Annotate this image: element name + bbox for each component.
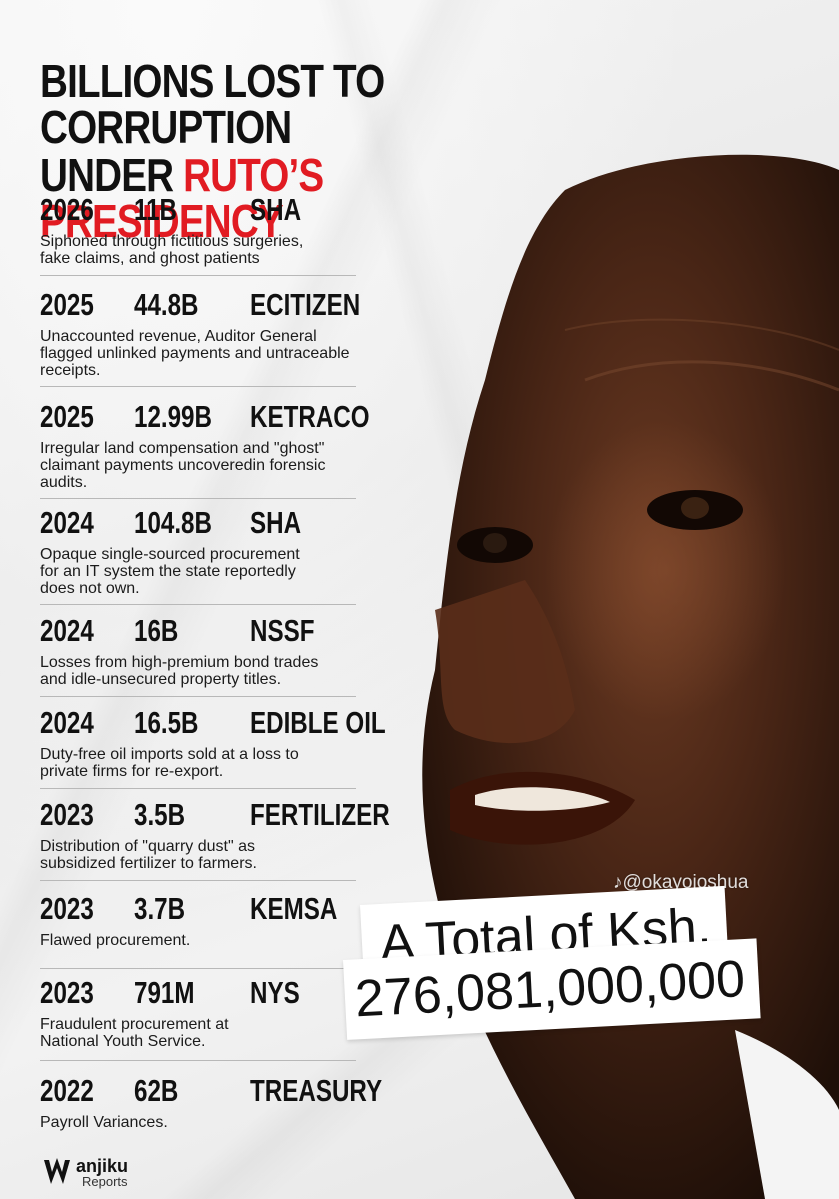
item-year: 2022 [40, 1073, 94, 1108]
logo-word: anjiku [76, 1156, 129, 1176]
item-description: Unaccounted revenue, Auditor General flag… [40, 328, 350, 379]
item-amount: 791M [134, 975, 195, 1010]
divider [40, 696, 356, 697]
headline-highlight: RUTO’S PRESIDENCY [40, 149, 324, 247]
item-year: 2025 [40, 287, 94, 322]
item-description: Losses from high-premium bond trades and … [40, 654, 319, 688]
item-year: 2023 [40, 975, 94, 1010]
item-agency: SHA [250, 192, 302, 227]
item-description: Payroll Variances. [40, 1114, 168, 1131]
item-description: Flawed procurement. [40, 932, 191, 949]
item-amount: 62B [134, 1073, 179, 1108]
item-agency: TREASURY [250, 1073, 383, 1108]
item-amount: 16B [134, 613, 179, 648]
item-description: Fraudulent procurement at National Youth … [40, 1016, 229, 1050]
item-agency: FERTILIZER [250, 797, 390, 832]
item-year: 2026 [40, 192, 94, 227]
divider [40, 788, 356, 789]
wanjiku-reports-logo: anjiku Reports [42, 1156, 202, 1192]
item-year: 2024 [40, 613, 94, 648]
divider [40, 880, 356, 881]
divider [40, 1060, 356, 1061]
headline: BILLIONS LOST TO CORRUPTION UNDER RUTO’S… [40, 58, 544, 244]
divider [40, 275, 356, 276]
w-logo-icon [44, 1158, 70, 1184]
item-year: 2024 [40, 705, 94, 740]
item-year: 2024 [40, 505, 94, 540]
item-agency: KEMSA [250, 891, 338, 926]
item-amount: 11B [134, 192, 178, 227]
item-amount: 16.5B [134, 705, 199, 740]
item-description: Irregular land compensation and "ghost" c… [40, 440, 326, 491]
item-description: Distribution of "quarry dust" as subsidiz… [40, 838, 257, 872]
item-year: 2025 [40, 399, 94, 434]
item-description: Opaque single-sourced procurement for an … [40, 546, 300, 597]
headline-line-1: BILLIONS LOST TO CORRUPTION [40, 55, 385, 153]
divider [40, 604, 356, 605]
logo-subword: Reports [82, 1174, 128, 1189]
item-amount: 3.5B [134, 797, 186, 832]
divider [40, 968, 356, 969]
item-amount: 12.99B [134, 399, 212, 434]
item-agency: NYS [250, 975, 300, 1010]
item-amount: 44.8B [134, 287, 199, 322]
portrait-photo [405, 150, 839, 1199]
headline-line-2: UNDER RUTO’S PRESIDENCY [40, 152, 544, 244]
item-agency: KETRACO [250, 399, 370, 434]
item-year: 2023 [40, 891, 94, 926]
item-agency: SHA [250, 505, 302, 540]
headline-prefix: UNDER [40, 149, 184, 201]
item-agency: ECITIZEN [250, 287, 361, 322]
divider [40, 386, 356, 387]
divider [40, 498, 356, 499]
item-year: 2023 [40, 797, 94, 832]
item-description: Siphoned through fictitious surgeries, fa… [40, 233, 304, 267]
item-agency: NSSF [250, 613, 315, 648]
item-amount: 3.7B [134, 891, 186, 926]
item-agency: EDIBLE OIL [250, 705, 386, 740]
item-amount: 104.8B [134, 505, 212, 540]
item-description: Duty-free oil imports sold at a loss to p… [40, 746, 299, 780]
